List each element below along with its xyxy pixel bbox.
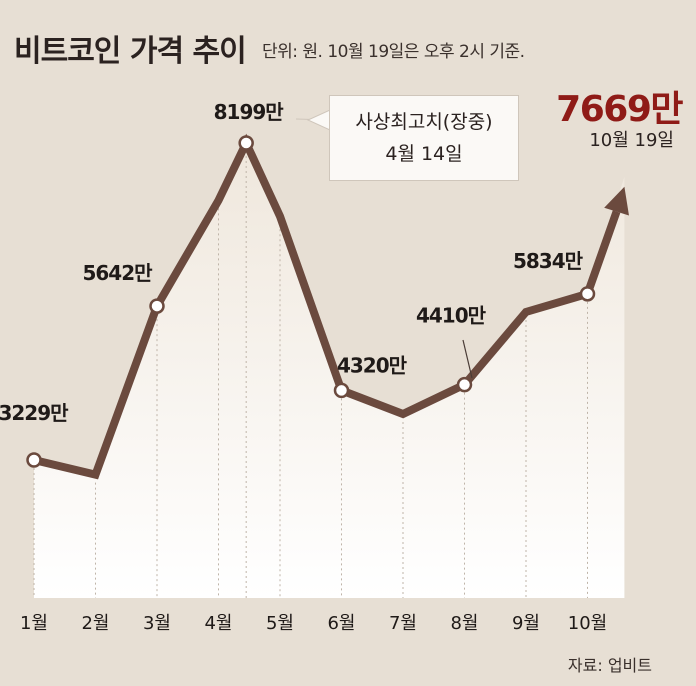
data-point-label: 4410만 [416, 304, 487, 328]
x-tick-label: 10월 [568, 613, 607, 634]
callout-pointer-tip [306, 109, 331, 131]
unit-note: 단위: 원. 10월 19일은 오후 2시 기준. [262, 42, 525, 62]
data-point-label: 5834만 [513, 249, 584, 273]
x-tick-label: 6월 [327, 613, 355, 634]
x-tick-label: 5월 [266, 613, 294, 634]
x-tick-label: 9월 [512, 613, 540, 634]
latest-date-label: 10월 19일 [589, 130, 674, 151]
data-point-marker [333, 382, 350, 399]
x-tick-label: 7월 [389, 613, 417, 634]
data-point-marker [579, 286, 596, 302]
x-tick-label: 1월 [20, 613, 48, 634]
callout-line2: 4월 14일 [385, 143, 463, 165]
label-leader-line [462, 339, 473, 379]
latest-price-label: 7669만 [556, 89, 683, 130]
x-tick-label: 8월 [450, 613, 478, 634]
data-point-marker [26, 452, 42, 468]
x-tick-label: 3월 [143, 613, 171, 634]
chart-area-fill [34, 143, 625, 598]
x-tick-label: 2월 [81, 613, 109, 634]
data-point-label: 3229만 [0, 401, 69, 425]
price-series-arrowhead [604, 186, 629, 216]
data-point-label: 4320만 [337, 353, 408, 377]
data-point-marker [149, 298, 165, 314]
data-point-marker [456, 376, 473, 393]
data-point-marker [238, 135, 254, 151]
callout-line1: 사상최고치(장중) [355, 111, 493, 133]
all-time-high-callout: 사상최고치(장중) 4월 14일 [329, 95, 519, 181]
price-series-line [33, 133, 621, 480]
data-point-label: 5642만 [82, 261, 153, 285]
x-tick-label: 4월 [204, 613, 232, 634]
data-point-label: 8199만 [214, 100, 285, 124]
chart-title: 비트코인 가격 추이 [14, 34, 247, 69]
source-note: 자료: 업비트 [567, 656, 652, 675]
